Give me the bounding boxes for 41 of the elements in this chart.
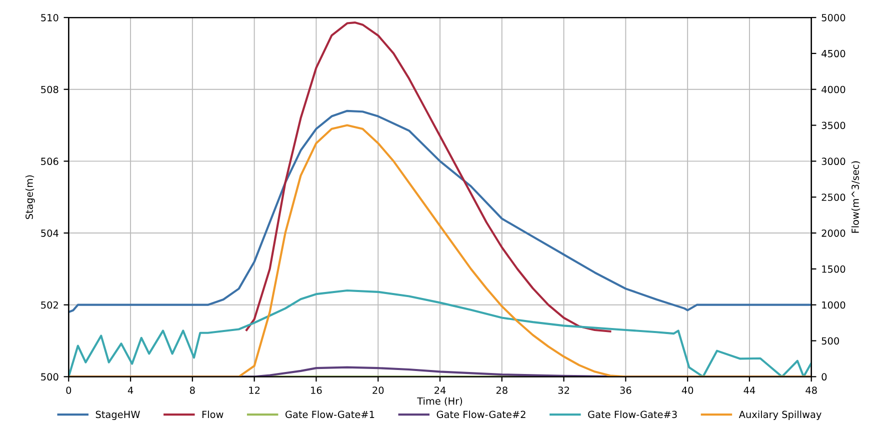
y2-tick-label: 4000 — [822, 86, 846, 94]
legend-label: Gate Flow-Gate#3 — [588, 410, 677, 418]
y-tick-label: 500 — [41, 373, 58, 381]
x-tick-label: 20 — [372, 386, 384, 394]
legend-label: Gate Flow-Gate#1 — [285, 410, 374, 418]
y2-tick-label: 1500 — [822, 265, 846, 273]
x-tick-label: 0 — [66, 386, 72, 394]
x-tick-label: 4 — [128, 386, 134, 394]
legend-label: Flow — [202, 410, 224, 418]
y-tick-label: 510 — [41, 14, 58, 22]
x-tick-label: 28 — [496, 386, 508, 394]
y2-tick-label: 2500 — [822, 194, 846, 201]
line-series — [68, 110, 812, 314]
y2-tick-label: 1000 — [822, 301, 846, 309]
line-series — [246, 22, 612, 332]
x-tick-label: 8 — [190, 386, 195, 394]
legend-label: Gate Flow-Gate#2 — [436, 410, 526, 418]
x-tick-label: 12 — [249, 386, 260, 394]
y2-tick-label: 3000 — [822, 158, 846, 166]
y2-tick-label: 2000 — [822, 229, 846, 237]
legend-label: StageHW — [96, 410, 140, 420]
x-tick-label: 24 — [434, 386, 446, 394]
x-tick-label: 40 — [682, 386, 694, 394]
y-tick-label: 504 — [41, 229, 58, 237]
legend-label: Auxilary Spillway — [738, 410, 822, 420]
x-tick-label: 36 — [620, 386, 632, 394]
y-tick-label: 508 — [41, 86, 58, 94]
x-tick-label: 48 — [806, 386, 817, 394]
y2-tick-label: 5000 — [822, 14, 846, 22]
x-tick-label: 32 — [558, 386, 569, 394]
y-tick-label: 506 — [41, 158, 58, 166]
y2-tick-label: 4500 — [822, 50, 846, 58]
x-tick-label: 16 — [311, 386, 322, 394]
y-axis-title: Stage(m) — [25, 175, 35, 220]
y-tick-label: 502 — [41, 301, 58, 309]
y2-tick-label: 500 — [822, 337, 839, 345]
y2-axis-title: Flow(m^3/sec) — [851, 161, 860, 233]
y2-tick-label: 3500 — [822, 122, 846, 130]
x-tick-label: 44 — [744, 386, 756, 394]
x-axis-title: Time (Hr) — [417, 397, 462, 406]
y2-tick-label: 0 — [822, 373, 827, 381]
